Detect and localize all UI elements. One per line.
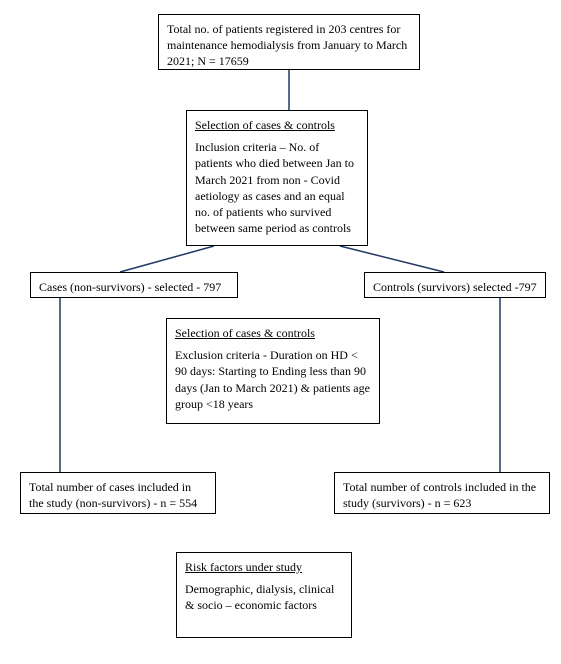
node-controls-included: Total number of controls included in the…: [334, 472, 550, 514]
node-selection1-text: Inclusion criteria – No. of patients who…: [195, 139, 359, 236]
node-controls-included-text: Total number of controls included in the…: [343, 480, 536, 510]
node-top-text: Total no. of patients registered in 203 …: [167, 22, 407, 68]
node-risk-title: Risk factors under study: [185, 559, 343, 575]
node-risk-text: Demographic, dialysis, clinical & socio …: [185, 581, 343, 613]
node-risk: Risk factors under study Demographic, di…: [176, 552, 352, 638]
node-cases: Cases (non-survivors) - selected - 797: [30, 272, 238, 298]
node-selection2: Selection of cases & controls Exclusion …: [166, 318, 380, 424]
node-selection2-text: Exclusion criteria - Duration on HD < 90…: [175, 347, 371, 412]
node-selection1-title: Selection of cases & controls: [195, 117, 359, 133]
node-selection1: Selection of cases & controls Inclusion …: [186, 110, 368, 246]
node-top: Total no. of patients registered in 203 …: [158, 14, 420, 70]
node-controls: Controls (survivors) selected -797: [364, 272, 546, 298]
node-cases-included: Total number of cases included in the st…: [20, 472, 216, 514]
node-cases-included-text: Total number of cases included in the st…: [29, 480, 197, 510]
node-cases-text: Cases (non-survivors) - selected - 797: [39, 280, 221, 294]
node-selection2-title: Selection of cases & controls: [175, 325, 371, 341]
node-controls-text: Controls (survivors) selected -797: [373, 280, 537, 294]
